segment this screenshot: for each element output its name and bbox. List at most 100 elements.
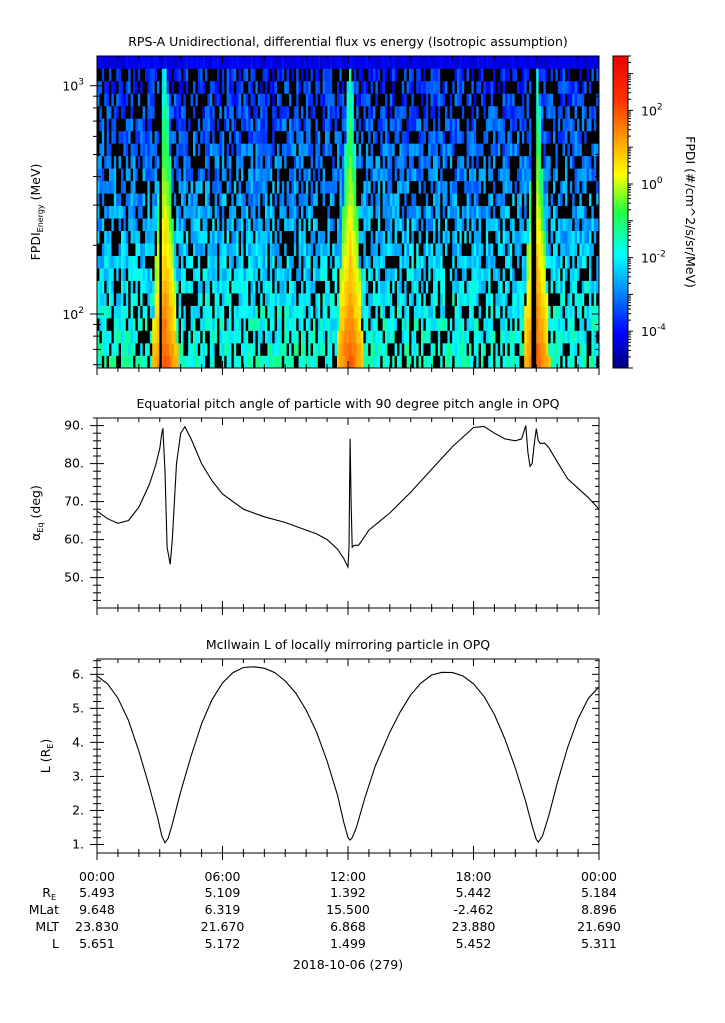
heatmap-cell: [111, 218, 114, 231]
heatmap-cell: [383, 268, 386, 281]
heatmap-cell: [152, 131, 155, 144]
heatmap-cell: [308, 56, 311, 69]
heatmap-cell: [234, 343, 237, 356]
heatmap-cell: [332, 231, 335, 244]
heatmap-cell: [128, 243, 131, 256]
heatmap-cell: [306, 81, 309, 94]
heatmap-cell: [438, 218, 441, 231]
heatmap-cell: [270, 256, 273, 269]
heatmap-cell: [327, 106, 330, 119]
heatmap-cell: [512, 356, 515, 369]
heatmap-cell: [270, 218, 273, 231]
heatmap-cell: [409, 131, 412, 144]
heatmap-cell: [260, 131, 263, 144]
heatmap-cell: [517, 331, 520, 344]
heatmap-cell: [164, 193, 167, 206]
heatmap-cell: [428, 206, 431, 219]
heatmap-cell: [325, 193, 328, 206]
heatmap-cell: [291, 106, 294, 119]
heatmap-cell: [373, 143, 376, 156]
heatmap-cell: [320, 256, 323, 269]
heatmap-cell: [560, 206, 563, 219]
heatmap-cell: [301, 356, 304, 369]
heatmap-cell: [505, 168, 508, 181]
heatmap-cell: [111, 156, 114, 169]
heatmap-cell: [265, 206, 268, 219]
heatmap-cell: [335, 343, 338, 356]
heatmap-cell: [121, 343, 124, 356]
heatmap-cell: [505, 231, 508, 244]
heatmap-cell: [488, 181, 491, 194]
heatmap-cell: [450, 218, 453, 231]
heatmap-cell: [440, 256, 443, 269]
heatmap-cell: [351, 193, 354, 206]
heatmap-cell: [534, 118, 537, 131]
heatmap-cell: [531, 268, 534, 281]
heatmap-cell: [517, 293, 520, 306]
heatmap-cell: [414, 281, 417, 294]
heatmap-cell: [102, 143, 105, 156]
heatmap-cell: [395, 106, 398, 119]
heatmap-cell: [327, 193, 330, 206]
heatmap-cell: [116, 206, 119, 219]
heatmap-cell: [318, 356, 321, 369]
heatmap-cell: [462, 93, 465, 106]
heatmap-cell: [99, 206, 102, 219]
heatmap-cell: [323, 231, 326, 244]
heatmap-cell: [407, 81, 410, 94]
heatmap-cell: [205, 143, 208, 156]
heatmap-cell: [503, 343, 506, 356]
heatmap-cell: [263, 181, 266, 194]
heatmap-cell: [536, 193, 539, 206]
heatmap-cell: [457, 331, 460, 344]
heatmap-cell: [296, 143, 299, 156]
heatmap-cell: [207, 306, 210, 319]
heatmap-cell: [575, 206, 578, 219]
heatmap-cell: [135, 268, 138, 281]
heatmap-cell: [354, 268, 357, 281]
heatmap-cell: [335, 218, 338, 231]
heatmap-cell: [109, 306, 112, 319]
heatmap-cell: [575, 356, 578, 369]
heatmap-cell: [104, 243, 107, 256]
heatmap-cell: [123, 318, 126, 331]
heatmap-cell: [385, 118, 388, 131]
heatmap-cell: [119, 193, 122, 206]
heatmap-cell: [419, 256, 422, 269]
heatmap-cell: [572, 306, 575, 319]
heatmap-cell: [428, 293, 431, 306]
heatmap-cell: [419, 243, 422, 256]
heatmap-cell: [102, 206, 105, 219]
heatmap-cell: [539, 81, 542, 94]
heatmap-cell: [522, 131, 525, 144]
heatmap-cell: [119, 243, 122, 256]
heatmap-cell: [272, 356, 275, 369]
heatmap-cell: [147, 331, 150, 344]
heatmap-cell: [155, 281, 158, 294]
heatmap-cell: [315, 118, 318, 131]
heatmap-cell: [325, 256, 328, 269]
heatmap-cell: [390, 106, 393, 119]
heatmap-cell: [171, 68, 174, 81]
heatmap-cell: [248, 206, 251, 219]
heatmap-cell: [371, 93, 374, 106]
heatmap-cell: [200, 118, 203, 131]
heatmap-cell: [222, 168, 225, 181]
heatmap-cell: [505, 206, 508, 219]
heatmap-cell: [205, 318, 208, 331]
heatmap-cell: [387, 281, 390, 294]
heatmap-cell: [543, 131, 546, 144]
heatmap-cell: [188, 143, 191, 156]
heatmap-cell: [287, 356, 290, 369]
heatmap-cell: [335, 118, 338, 131]
heatmap-cell: [491, 56, 494, 69]
heatmap-cell: [207, 193, 210, 206]
heatmap-cell: [138, 131, 141, 144]
heatmap-cell: [402, 81, 405, 94]
heatmap-cell: [335, 81, 338, 94]
heatmap-cell: [289, 268, 292, 281]
heatmap-cell: [253, 156, 256, 169]
heatmap-cell: [371, 156, 374, 169]
heatmap-cell: [455, 306, 458, 319]
heatmap-cell: [531, 156, 534, 169]
